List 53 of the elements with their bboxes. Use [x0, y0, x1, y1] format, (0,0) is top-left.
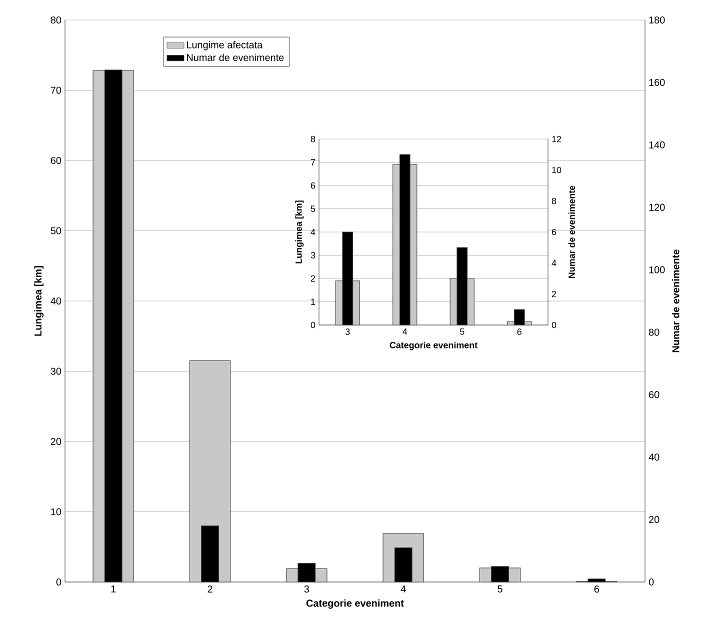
y2-tick-label: 10	[552, 166, 562, 174]
y-tick-label: 20	[50, 438, 62, 446]
y2-tick-label: 140	[649, 141, 665, 148]
y2-tick-label: 40	[648, 454, 660, 461]
y-tick-label: 4	[310, 228, 316, 236]
legend-label: Numar de evenimente	[187, 54, 284, 62]
x-tick-label: 3	[345, 328, 350, 335]
y-tick-label: 3	[310, 252, 316, 258]
y-axis-title: Lungimea [km]	[34, 266, 44, 336]
y2-tick-label: 20	[649, 516, 660, 524]
x-tick-label: 6	[594, 586, 600, 593]
y-tick-label: 0	[310, 322, 316, 328]
y2-tick-label: 6	[552, 228, 556, 236]
y2-tick-label: 100	[649, 266, 665, 274]
x-tick-label: 6	[517, 328, 522, 335]
y2-tick-label: 120	[649, 204, 665, 211]
y2-tick-label: 80	[648, 328, 660, 336]
y2-tick-label: 2	[552, 290, 556, 298]
y2-tick-label: 0	[552, 322, 556, 328]
y-tick-label: 50	[50, 227, 62, 234]
y-tick-label: 5	[310, 206, 316, 212]
x-tick-label: 5	[460, 328, 464, 335]
y2-axis-title: Numar de evenimente	[672, 250, 680, 352]
legend-label: Lungime afectata	[187, 41, 263, 50]
x-tick-label: 3	[304, 586, 310, 593]
x-tick-label: 1	[111, 586, 116, 592]
x-tick-label: 4	[402, 328, 408, 335]
y2-axis-title: Numar de evenimente	[568, 186, 575, 278]
y-tick-label: 0	[56, 578, 62, 586]
x-tick-label: 2	[208, 586, 212, 592]
y2-tick-label: 8	[552, 198, 556, 204]
y2-tick-label: 4	[552, 260, 556, 266]
y-tick-label: 1	[311, 298, 316, 305]
x-axis-title: Categorie eveniment	[390, 342, 478, 350]
y-tick-label: 7	[310, 159, 316, 166]
y-tick-label: 40	[50, 297, 62, 305]
x-tick-label: 5	[498, 586, 502, 592]
y-tick-label: 70	[50, 86, 62, 94]
x-tick-label: 4	[400, 586, 406, 592]
y2-tick-label: 160	[649, 78, 665, 86]
y2-tick-label: 60	[649, 391, 660, 398]
y-tick-label: 6	[310, 182, 316, 189]
y-tick-label: 60	[50, 156, 62, 164]
y-tick-label: 2	[310, 275, 316, 282]
y2-tick-label: 12	[552, 136, 562, 142]
y-axis-title: Lungimea [km]	[295, 200, 304, 264]
y-tick-label: 30	[50, 368, 62, 375]
y-tick-label: 10	[51, 508, 62, 516]
y-tick-label: 80	[50, 16, 62, 24]
y2-tick-label: 180	[649, 16, 665, 24]
y-tick-label: 8	[310, 136, 316, 142]
x-axis-title: Categorie eveniment	[306, 599, 404, 609]
y2-tick-label: 0	[648, 578, 654, 586]
